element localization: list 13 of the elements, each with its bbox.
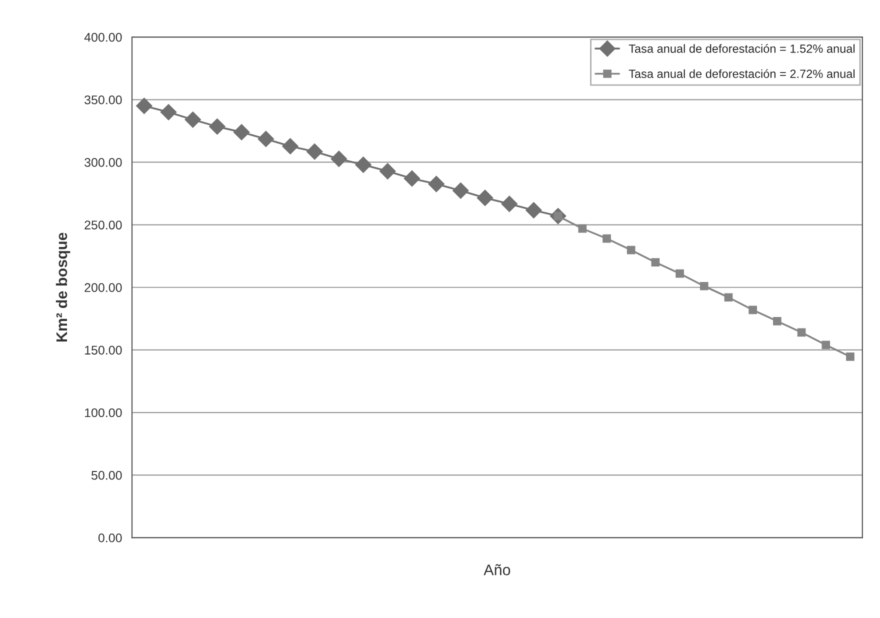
legend-label: Tasa anual de deforestación = 1.52% anual [628, 44, 855, 53]
y-tick-label: 50.00 [92, 470, 122, 480]
y-axis-title: Km² de bosque [56, 232, 70, 342]
y-tick-label: 0.00 [98, 533, 122, 542]
legend-label: Tasa anual de deforestación = 2.72% anual [628, 69, 855, 78]
y-tick-label: 250.00 [84, 220, 122, 230]
y-tick-label: 100.00 [85, 408, 122, 418]
y-tick-label: 150.00 [85, 346, 122, 355]
y-tick-label: 400.00 [84, 32, 122, 42]
x-axis-title: Año [484, 564, 510, 576]
y-tick-label: 350.00 [84, 95, 122, 104]
y-tick-label: 200.00 [84, 283, 122, 292]
y-tick-label: 300.00 [84, 158, 122, 167]
